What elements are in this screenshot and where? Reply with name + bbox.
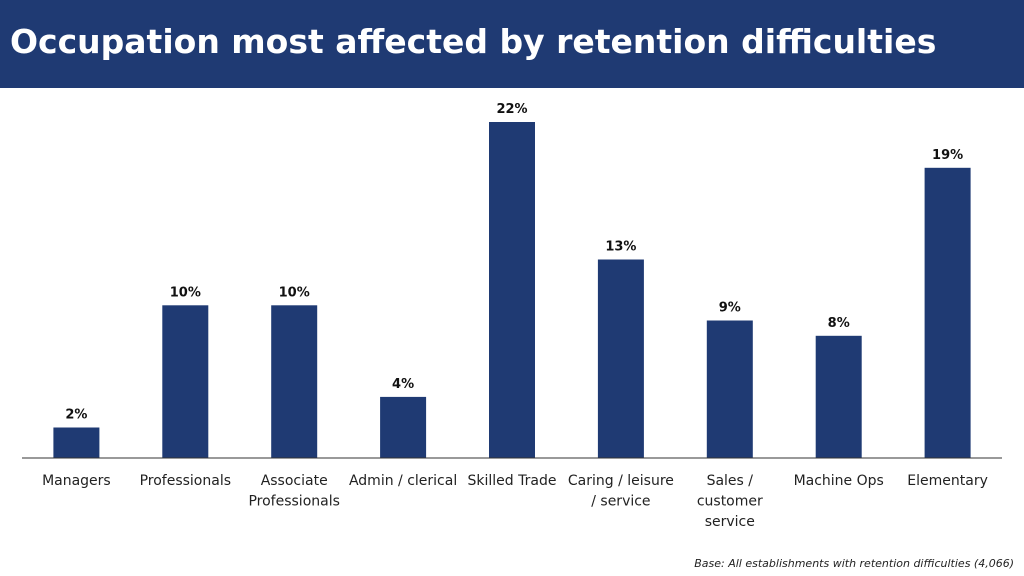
- category-label-line: service: [705, 514, 755, 530]
- bar-6: [706, 320, 753, 458]
- category-label-2: Associate Professionals: [248, 473, 339, 510]
- bar-value-label-2: 10%: [279, 285, 310, 300]
- category-label-line: Sales /: [707, 473, 754, 489]
- chart-title: Occupation most affected by retention di…: [10, 22, 937, 61]
- category-label-1: Professionals: [140, 473, 231, 489]
- category-label-8: Elementary: [907, 473, 988, 489]
- bar-3: [380, 396, 427, 458]
- bar-chart: 2% 10% 10% 4% 22% 13% 9% 8% 19% Managers Professi…: [22, 102, 1002, 530]
- title-bar: Occupation most affected by retention di…: [0, 0, 1024, 88]
- category-label-6: Sales / customer service: [697, 473, 763, 530]
- category-label-line: Elementary: [907, 473, 988, 489]
- bar-4: [489, 122, 535, 458]
- bar-2: [271, 305, 318, 458]
- category-labels-group: Managers Professionals Associate Profession…: [42, 473, 988, 530]
- bar-value-label-6: 9%: [719, 301, 741, 316]
- bars-group: [53, 122, 971, 459]
- category-label-line: Machine Ops: [794, 473, 884, 489]
- category-label-line: Professionals: [140, 473, 231, 489]
- bar-value-label-7: 8%: [828, 316, 850, 331]
- bar-5: [597, 259, 644, 458]
- value-labels-group: 2% 10% 10% 4% 22% 13% 9% 8% 19%: [65, 102, 963, 423]
- base-footnote: Base: All establishments with retention …: [694, 557, 1014, 570]
- category-label-line: Admin / clerical: [349, 473, 457, 489]
- category-label-0: Managers: [42, 473, 111, 489]
- category-label-line: Professionals: [248, 494, 339, 510]
- bar-value-label-4: 22%: [496, 102, 527, 117]
- bar-value-label-0: 2%: [65, 408, 87, 423]
- category-label-line: customer: [697, 494, 763, 510]
- category-label-3: Admin / clerical: [349, 473, 457, 489]
- category-label-line: Associate: [261, 473, 328, 489]
- category-label-line: Skilled Trade: [468, 473, 557, 489]
- bar-0: [53, 427, 100, 458]
- bar-value-label-3: 4%: [392, 377, 414, 392]
- category-label-7: Machine Ops: [794, 473, 884, 489]
- category-label-line: Managers: [42, 473, 111, 489]
- bar-1: [162, 305, 209, 458]
- category-label-5: Caring / leisure / service: [568, 473, 674, 510]
- category-label-4: Skilled Trade: [468, 473, 557, 489]
- category-label-line: / service: [591, 494, 650, 510]
- bar-value-label-8: 19%: [932, 148, 963, 163]
- bar-value-label-1: 10%: [170, 285, 201, 300]
- bar-7: [815, 335, 862, 458]
- category-label-line: Caring / leisure: [568, 473, 674, 489]
- bar-value-label-5: 13%: [605, 240, 636, 255]
- bar-8: [924, 167, 971, 459]
